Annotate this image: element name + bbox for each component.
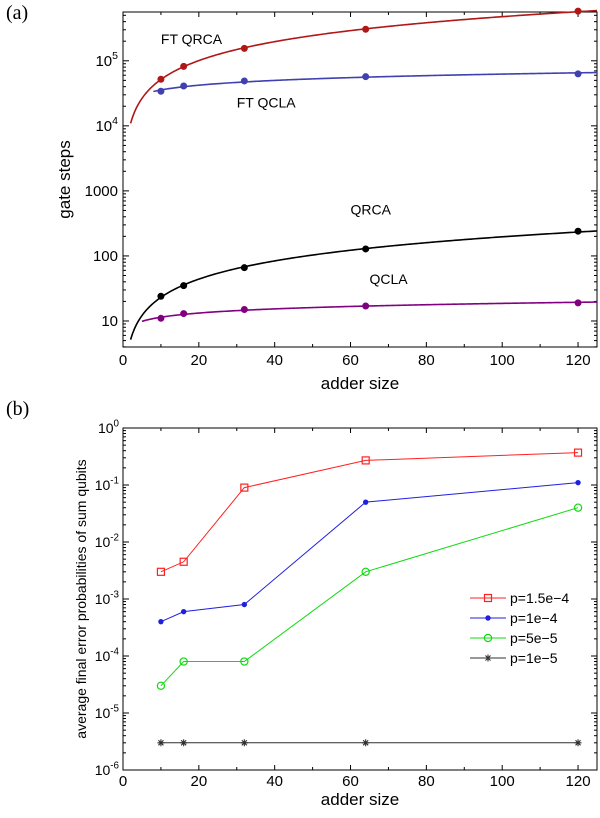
y-tick-label-b: 10-4: [95, 647, 120, 664]
data-point-b: [157, 739, 164, 746]
y-axis-label-b: average final error probabilities of sum…: [73, 459, 89, 738]
data-point-b: [362, 739, 369, 746]
y-tick-label-b: 10-5: [95, 704, 120, 721]
x-tick-label-b: 120: [566, 773, 591, 790]
legend-b: p=1.5e−4 p=1e−4 p=5e−5 p=1e−5: [470, 590, 569, 666]
x-tick-label-b: 20: [190, 773, 207, 790]
legend-label-b: p=1.5e−4: [510, 590, 569, 606]
series-line-b: [161, 453, 578, 572]
data-point-b: [242, 602, 246, 606]
data-point-b: [363, 500, 367, 504]
y-tick-label-b: 10-1: [95, 476, 119, 493]
legend-marker-b: [485, 655, 492, 662]
x-tick-label-b: 40: [266, 773, 283, 790]
x-tick-label-b: 100: [490, 773, 515, 790]
x-axis-label-b: adder size: [321, 790, 399, 809]
legend-marker-b: [486, 616, 490, 620]
data-point-b: [575, 739, 582, 746]
data-point-b: [157, 568, 164, 575]
series-b: [157, 739, 581, 746]
data-point-b: [159, 619, 163, 623]
y-tick-label-b: 10-2: [95, 533, 119, 550]
data-point-b: [180, 739, 187, 746]
legend-label-b: p=1e−4: [510, 610, 558, 626]
x-tick-label-b: 60: [342, 773, 359, 790]
y-tick-label-b: 10-3: [95, 590, 120, 607]
x-tick-label-b: 0: [119, 773, 127, 790]
data-point-b: [181, 609, 185, 613]
y-tick-label-b: 100: [98, 419, 120, 436]
data-point-b: [241, 739, 248, 746]
data-point-b: [157, 682, 164, 689]
legend-label-b: p=5e−5: [510, 630, 558, 646]
legend-label-b: p=1e−5: [510, 650, 558, 666]
y-tick-label-b: 10-6: [95, 761, 120, 778]
series-b: [157, 449, 581, 575]
data-point-b: [576, 480, 580, 484]
x-tick-label-b: 80: [418, 773, 435, 790]
